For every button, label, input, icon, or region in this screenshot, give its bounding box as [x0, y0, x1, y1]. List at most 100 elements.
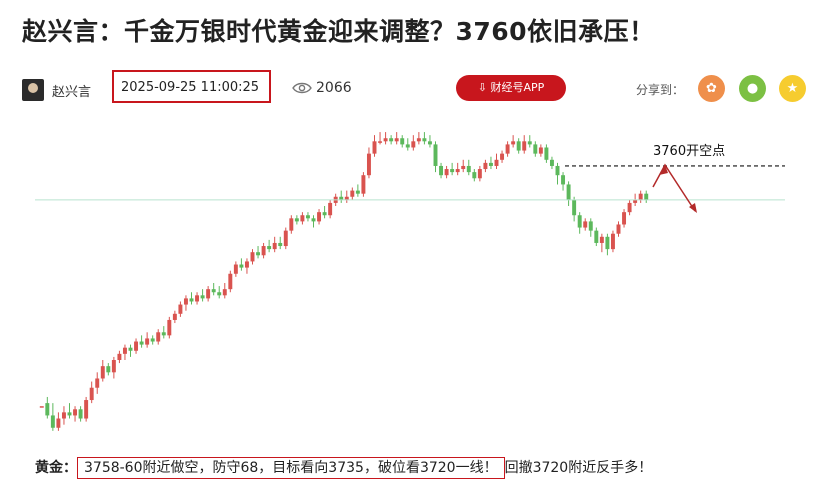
candle-down [256, 252, 261, 256]
candle-up [244, 261, 249, 268]
candle-up [39, 406, 44, 408]
candle-up [283, 230, 288, 247]
publish-date-box: 2025-09-25 11:00:25 [112, 70, 271, 103]
candle-up [228, 273, 233, 290]
article-meta: 赵兴言 2025-09-25 11:00:25 2066 ⇩ 财经号APP 分享… [22, 70, 812, 106]
short-entry-label: 3760开空点 [653, 144, 725, 159]
weibo-icon[interactable]: ✿ [698, 75, 725, 102]
trade-plan-tail: 回撤3720附近反手多！ [504, 460, 653, 476]
candle-up [84, 400, 89, 419]
candle-down [161, 332, 166, 336]
candle-down [427, 141, 432, 145]
candle-up [366, 153, 371, 176]
candle-up [89, 387, 94, 401]
candle-down [45, 403, 50, 416]
candle-down [50, 415, 55, 428]
candle-up [638, 193, 643, 200]
candle-up [178, 304, 183, 314]
candle-up [73, 409, 78, 416]
eye-icon [292, 82, 312, 94]
candle-down [549, 159, 554, 166]
trade-footer: 黄金： 3758-60附近做空，防守68，目标看向3735，破位看3720一线！回… [35, 454, 815, 482]
candle-up [616, 224, 621, 234]
candle-up [378, 141, 383, 143]
candles-group [39, 132, 649, 431]
candle-up [250, 252, 255, 262]
candle-up [477, 169, 482, 179]
candle-down [150, 338, 155, 342]
candle-down [278, 242, 283, 247]
candle-down [294, 218, 299, 222]
candle-up [156, 332, 161, 342]
candle-down [267, 246, 272, 250]
candle-down [555, 165, 560, 176]
candle-down [527, 141, 532, 145]
candle-up [61, 412, 66, 419]
candle-down [561, 175, 566, 185]
candle-down [128, 347, 133, 351]
candle-up [361, 175, 366, 194]
wechat-icon[interactable]: ● [739, 75, 766, 102]
candle-down [217, 292, 222, 296]
footer-label: 黄金： [35, 460, 77, 476]
candle-down [644, 193, 649, 200]
candle-up [328, 202, 333, 216]
candle-down [577, 215, 582, 228]
candle-up [261, 246, 266, 256]
candle-down [533, 144, 538, 154]
candle-up [622, 212, 627, 225]
candle-up [416, 138, 421, 142]
candle-up [511, 141, 516, 145]
candle-up [134, 341, 139, 351]
candle-up [461, 165, 466, 170]
candle-up [538, 147, 543, 154]
download-app-button[interactable]: ⇩ 财经号APP [456, 75, 566, 101]
candle-up [167, 319, 172, 336]
candle-up [627, 202, 632, 213]
trade-plan-text: 3758-60附近做空，防守68，目标看向3735，破位看3720一线！ [77, 457, 505, 479]
candle-down [78, 409, 83, 419]
candle-up [183, 298, 188, 305]
candle-down [472, 172, 477, 179]
candle-up [289, 218, 294, 231]
favorite-icon[interactable]: ★ [779, 75, 806, 102]
candle-down [544, 147, 549, 160]
candle-down [422, 138, 427, 142]
candle-down [305, 215, 310, 219]
arrow-head-up [659, 165, 668, 175]
author-avatar[interactable] [22, 79, 44, 101]
price-chart: 3760开空点 [35, 132, 785, 431]
author-name[interactable]: 赵兴言 [52, 85, 92, 100]
candle-up [344, 196, 349, 200]
candle-up [233, 264, 238, 274]
candle-up [505, 144, 510, 154]
candle-up [411, 141, 416, 148]
share-label: 分享到： [636, 83, 685, 97]
candle-down [67, 412, 72, 416]
candle-up [100, 366, 105, 379]
candle-down [322, 212, 327, 216]
candle-down [450, 169, 455, 173]
candle-down [400, 138, 405, 145]
candle-down [594, 230, 599, 243]
candle-down [439, 165, 444, 176]
candle-down [516, 141, 521, 151]
candle-up [272, 242, 277, 250]
candle-up [522, 141, 527, 151]
candle-up [222, 289, 227, 296]
candle-down [211, 289, 216, 293]
candle-up [111, 360, 116, 373]
candle-down [566, 184, 571, 200]
candle-up [95, 378, 100, 388]
arrow-head-down [689, 203, 697, 213]
candle-down [466, 165, 471, 173]
candle-up [56, 418, 61, 428]
candle-down [339, 196, 344, 200]
candle-down [106, 366, 111, 373]
candle-down [355, 190, 360, 194]
download-icon: ⇩ [477, 81, 487, 94]
candle-down [488, 162, 493, 166]
candle-up [444, 169, 449, 176]
candle-up [633, 199, 638, 203]
candle-up [317, 212, 322, 222]
